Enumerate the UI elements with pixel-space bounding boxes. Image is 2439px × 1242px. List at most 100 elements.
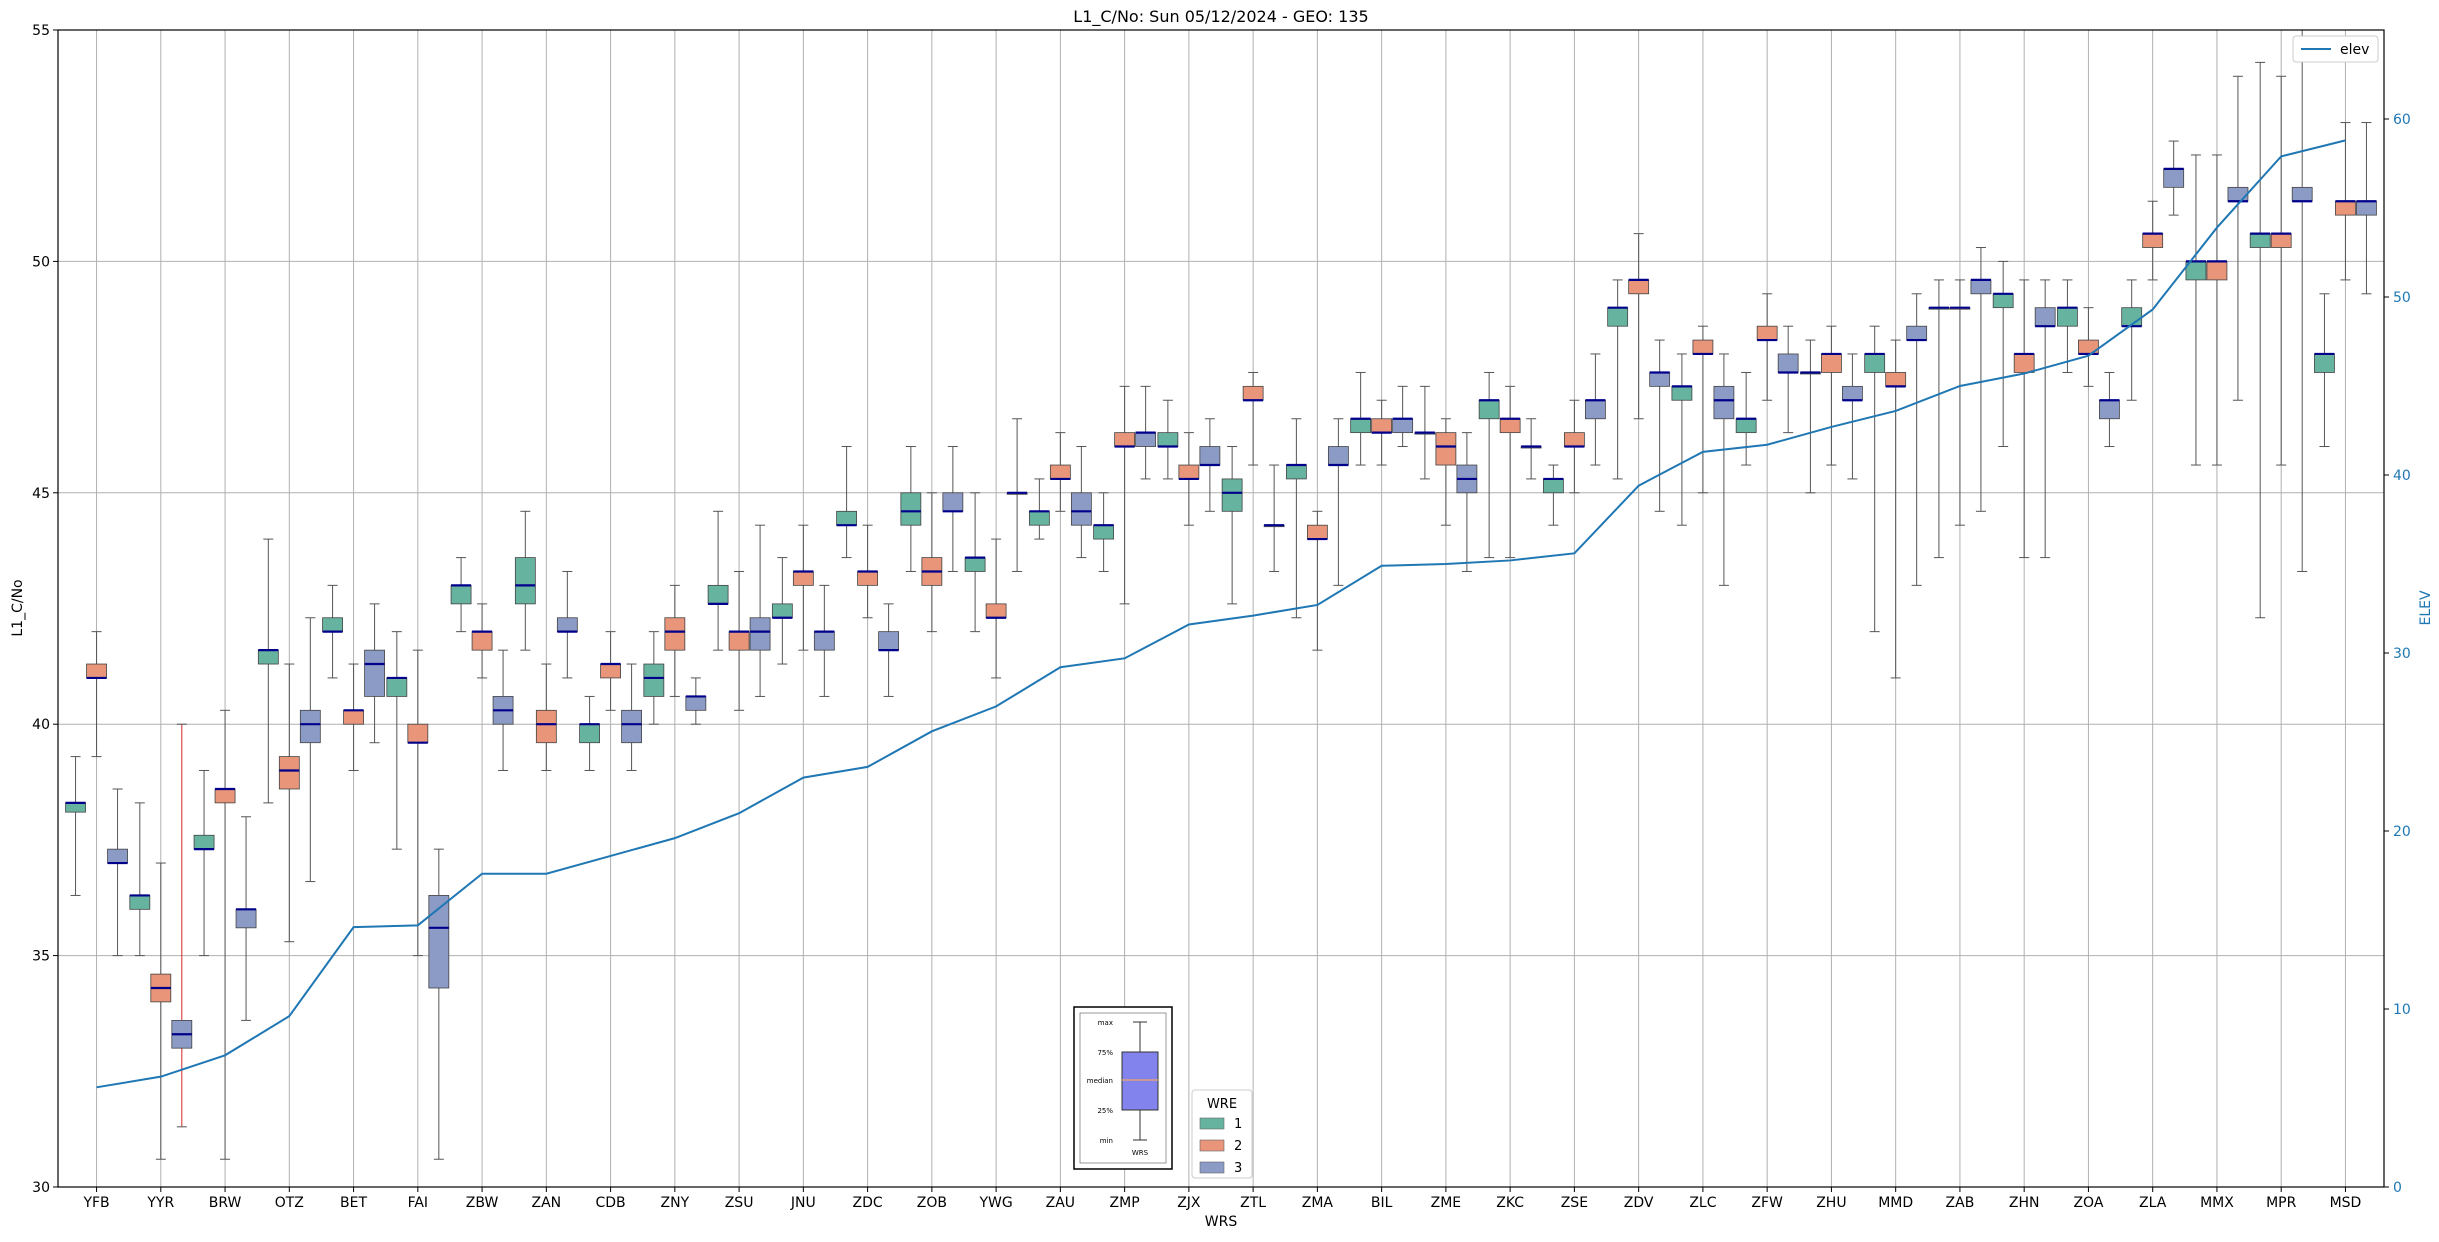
iqr-box [728, 631, 750, 651]
box-BET-wre1 [322, 584, 343, 679]
box-YYR-wre3 [171, 723, 193, 1128]
iqr-box [1584, 399, 1606, 420]
box-ZNY-wre3 [685, 677, 707, 725]
iqr-box [1435, 432, 1457, 466]
box-ZLA-wre2 [2142, 200, 2164, 281]
iqr-box [985, 603, 1007, 619]
box-ZMP-wre2 [1114, 385, 1136, 605]
iqr-box [707, 584, 729, 605]
box-ZAB-wre3 [1970, 247, 1992, 512]
box-ZHU-wre3 [1842, 353, 1863, 480]
y2-tick-label: 60 [2393, 112, 2411, 128]
y2-tick-label: 40 [2393, 468, 2411, 484]
box-ZOA-wre2 [2078, 307, 2099, 387]
iqr-box [942, 492, 964, 512]
box-MPR-wre2 [2270, 75, 2292, 466]
box-ZAU-wre3 [1070, 446, 1092, 559]
iqr-box [621, 709, 642, 744]
wre-legend-title: WRE [1207, 1097, 1237, 1112]
box-YFB-wre3 [107, 788, 128, 957]
box-ZMA-wre2 [1306, 510, 1328, 651]
iqr-box [2099, 399, 2120, 420]
iqr-box [1671, 385, 1693, 401]
x-tick-label: ZSU [725, 1195, 754, 1211]
box-YFB-wre2 [86, 631, 107, 758]
key-x-label: WRS [1132, 1149, 1149, 1157]
x-tick-label: ZHN [2009, 1195, 2040, 1211]
iqr-box [1114, 432, 1136, 447]
iqr-box [1221, 478, 1243, 512]
iqr-box [407, 723, 429, 744]
box-ZMP-wre1 [1093, 492, 1115, 572]
iqr-box [107, 848, 128, 864]
box-ZOB-wre2 [921, 492, 943, 633]
iqr-box [2270, 233, 2292, 248]
box-OTZ-wre3 [299, 617, 321, 883]
iqr-box [813, 631, 835, 651]
y2-tick-label: 30 [2393, 646, 2411, 662]
box-ZNY-wre1 [643, 631, 665, 725]
iqr-box [1327, 446, 1349, 466]
key-q1-label: 25% [1097, 1107, 1113, 1115]
box-ZAN-wre3 [556, 570, 578, 679]
box-ZBW-wre1 [450, 557, 472, 633]
y-tick-label: 55 [32, 23, 50, 39]
axis-layer: YFB YYR BRW OTZ BET FAI ZBW ZAN CDB ZNY ZSU JNU ZDC Z… [32, 23, 2411, 1211]
x-tick-label: ZLC [1689, 1195, 1716, 1211]
box-ZTL-wre3 [1263, 464, 1285, 572]
plot-frame [57, 29, 2385, 1188]
wre-legend-label: 2 [1234, 1139, 1242, 1154]
box-ZOA-wre3 [2099, 371, 2120, 448]
box-ZHN-wre2 [2013, 279, 2035, 559]
x-tick-label: ZKC [1496, 1195, 1524, 1211]
box-BRW-wre1 [193, 769, 215, 957]
iqr-box [1070, 492, 1092, 526]
x-tick-label: CDB [595, 1195, 625, 1211]
y2-tick-label: 20 [2393, 824, 2411, 840]
box-ZJX-wre1 [1157, 399, 1179, 480]
iqr-box [836, 510, 858, 526]
box-ZMA-wre3 [1327, 418, 1349, 586]
box-ZME-wre1 [1414, 385, 1436, 480]
box-ZSE-wre2 [1563, 399, 1585, 494]
x-tick-label: YWG [978, 1195, 1012, 1211]
box-BIL-wre1 [1350, 371, 1372, 466]
box-ZTL-wre1 [1221, 446, 1243, 605]
iqr-box [2249, 233, 2271, 248]
box-ZAN-wre2 [535, 663, 557, 771]
y-tick-label: 40 [32, 717, 50, 733]
key-min-label: min [1100, 1137, 1113, 1145]
iqr-box [1735, 418, 1757, 434]
elev-legend-label: elev [2340, 42, 2369, 58]
iqr-box [1906, 325, 1928, 341]
box-ZLC-wre2 [1692, 325, 1714, 494]
y-tick-label: 45 [32, 486, 50, 502]
box-ZBW-wre3 [492, 649, 514, 771]
box-ZHN-wre3 [2034, 279, 2056, 559]
iqr-box [857, 571, 879, 586]
iqr-box [514, 557, 536, 605]
box-ZLA-wre3 [2163, 140, 2185, 216]
box-ZOB-wre3 [942, 446, 964, 572]
iqr-box [792, 571, 814, 586]
box-ZSU-wre1 [707, 510, 729, 651]
iqr-box [364, 649, 385, 697]
iqr-box [278, 756, 300, 790]
box-ZAB-wre1 [1928, 279, 1950, 559]
iqr-box [257, 649, 279, 665]
iqr-box [428, 895, 450, 989]
box-MPR-wre1 [2249, 61, 2271, 619]
box-layer [65, 29, 2377, 1160]
box-BIL-wre2 [1371, 399, 1393, 466]
x-tick-label: OTZ [275, 1195, 304, 1211]
x-tick-label: MMX [2200, 1195, 2234, 1211]
x-tick-label: FAI [408, 1195, 428, 1211]
box-YWG-wre3 [1006, 418, 1028, 572]
box-ZSE-wre1 [1542, 464, 1564, 526]
iqr-box [1157, 432, 1179, 447]
y-tick-label: 35 [32, 949, 50, 965]
y2-tick-label: 50 [2393, 290, 2411, 306]
y-tick-label: 50 [32, 254, 50, 270]
key-sample-box [1121, 1051, 1159, 1111]
